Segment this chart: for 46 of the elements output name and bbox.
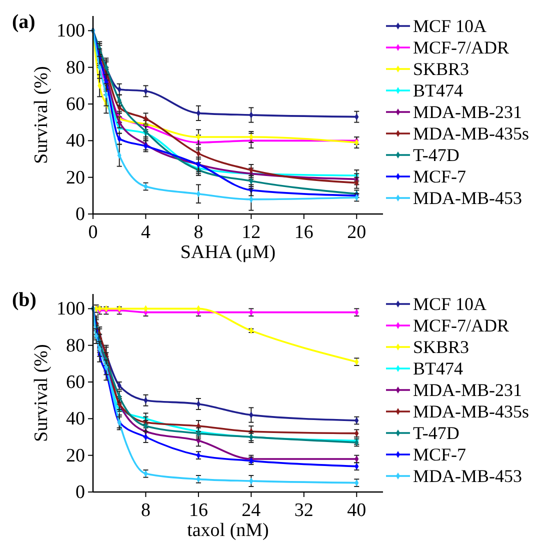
x-axis-title: SAHA (μM) (180, 242, 276, 263)
legend-label: MDA-MB-453 (413, 188, 522, 208)
x-tick-label: 12 (242, 222, 261, 243)
x-axis-title: taxol (nM) (187, 520, 269, 541)
legend-label: MCF-7 (413, 166, 466, 186)
legend-label: MCF-7/ADR (413, 316, 510, 336)
legend-label: MDA-MB-435s (413, 402, 530, 422)
y-tick-label: 80 (66, 335, 85, 356)
legend-label: MDA-MB-231 (413, 102, 522, 122)
y-tick-label: 40 (66, 408, 85, 430)
x-tick-label: 24 (242, 500, 262, 521)
x-tick-label: 16 (294, 222, 314, 243)
legend-label: T-47D (413, 423, 460, 443)
legend-label: BT474 (413, 358, 464, 378)
x-tick-label: 20 (347, 222, 366, 243)
legend-label: MDA-MB-435s (413, 124, 530, 144)
y-tick-label: 40 (66, 130, 85, 152)
legend-label: MCF-7 (413, 444, 466, 464)
x-tick-label: 8 (194, 222, 204, 243)
x-tick-label: 8 (140, 500, 150, 521)
x-tick-label: 4 (140, 222, 151, 243)
x-tick-label: 40 (347, 500, 366, 521)
legend-label: BT474 (413, 80, 464, 100)
y-tick-label: 60 (66, 372, 85, 393)
y-tick-label: 20 (66, 167, 85, 188)
y-tick-label: 0 (76, 204, 85, 225)
y-tick-label: 100 (56, 298, 85, 320)
legend-label: MDA-MB-453 (413, 466, 522, 486)
legend-label: T-47D (413, 145, 460, 165)
legend-label: MCF 10A (413, 16, 487, 36)
legend-label: MDA-MB-231 (413, 380, 522, 400)
x-tick-label: 32 (294, 500, 314, 521)
y-tick-label: 0 (76, 482, 85, 503)
legend-label: SKBR3 (413, 59, 470, 79)
legend-label: MCF 10A (413, 294, 487, 314)
y-tick-label: 20 (66, 445, 85, 466)
y-axis-title: Survival (%) (31, 344, 52, 442)
y-tick-label: 80 (66, 57, 85, 78)
legend-label: SKBR3 (413, 337, 470, 357)
x-tick-label: 16 (188, 500, 208, 521)
y-tick-label: 100 (56, 20, 85, 42)
y-tick-label: 60 (66, 94, 85, 115)
chart-title: (a) (12, 11, 36, 33)
legend-label: MCF-7/ADR (413, 38, 510, 58)
chart-title: (b) (12, 289, 36, 311)
y-axis-title: Survival (%) (31, 66, 52, 164)
